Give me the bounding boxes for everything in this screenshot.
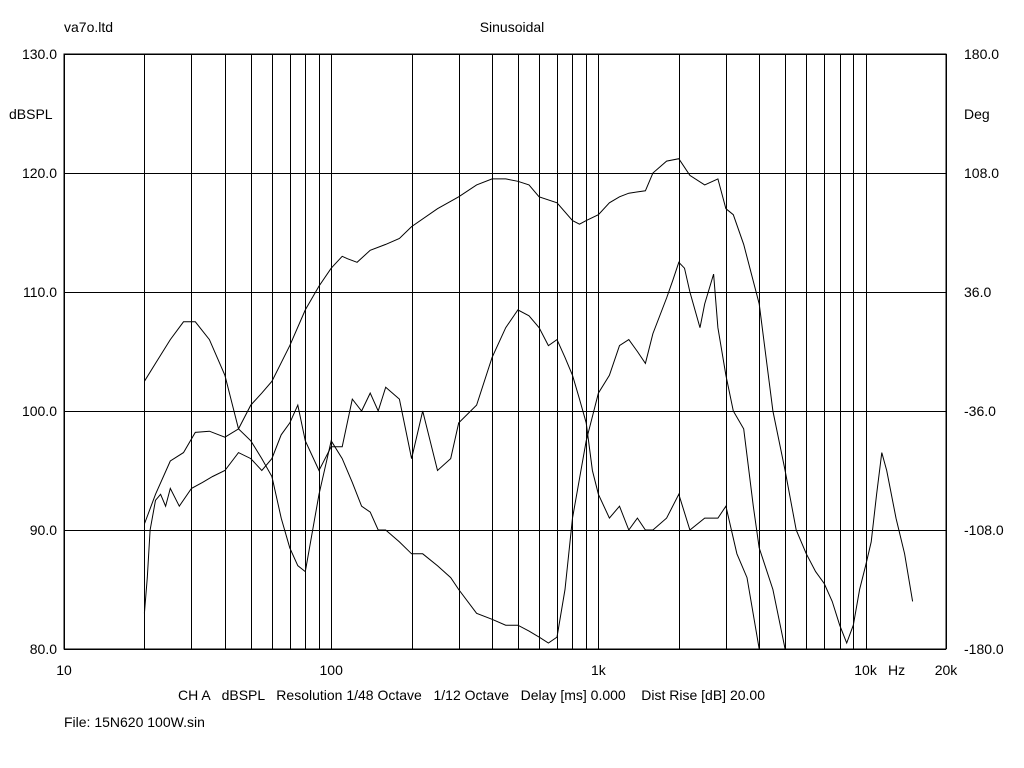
y-tick-label: 130.0: [22, 46, 57, 62]
y2-tick-label: -36.0: [964, 403, 996, 419]
x-tick-label: 10: [56, 662, 72, 678]
y2-axis-title: Deg: [964, 106, 990, 122]
y2-tick-label: -108.0: [964, 522, 1004, 538]
x-tick-label: 1k: [591, 662, 607, 678]
y-tick-label: 100.0: [22, 403, 57, 419]
y2-tick-label: 180.0: [964, 46, 999, 62]
response-curve-3: [143, 309, 760, 650]
axis-labels: 80.0 90.0 100.0 110.0 120.0 130.0 -180.0 -108.0…: [22, 46, 1004, 678]
x-tick-label: 100: [320, 662, 344, 678]
header-left-label: va7o.ltd: [64, 19, 113, 35]
file-name: File: 15N620 100W.sin: [64, 714, 205, 730]
y-axis-title: dBSPL: [9, 106, 53, 122]
x-tick-label: 10k: [854, 662, 878, 678]
y2-tick-label: -180.0: [964, 641, 1004, 657]
plot-frame: [63, 53, 947, 650]
y2-tick-label: 108.0: [964, 165, 999, 181]
grid-lines: [64, 54, 947, 650]
x-axis-unit: Hz: [888, 662, 905, 678]
y-tick-label: 80.0: [30, 641, 57, 657]
chart-title: Sinusoidal: [480, 19, 545, 35]
y-tick-label: 120.0: [22, 165, 57, 181]
measurement-settings: CH A dBSPL Resolution 1/48 Octave 1/12 O…: [178, 687, 765, 703]
response-curve-2: [143, 261, 786, 650]
y-tick-label: 90.0: [30, 522, 57, 538]
x-tick-label: 20k: [935, 662, 959, 678]
data-curves: [143, 158, 914, 650]
response-curve-1: [143, 158, 914, 645]
y-tick-label: 110.0: [23, 284, 57, 300]
y2-tick-label: 36.0: [964, 284, 991, 300]
